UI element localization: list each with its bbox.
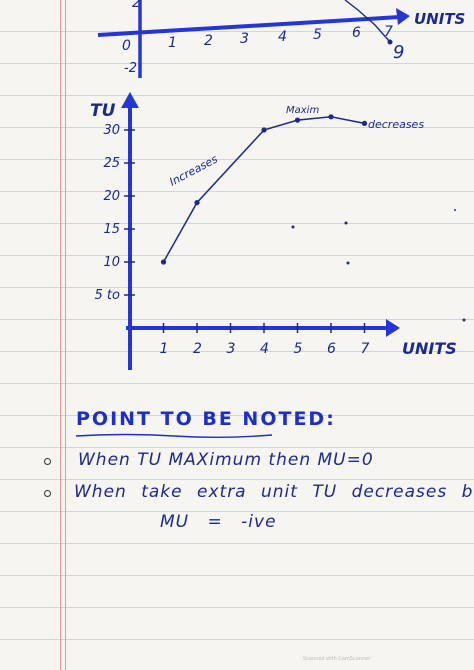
footer-watermark: Scanned with CamScanner: [303, 656, 371, 662]
top-chart: 2 -2 0 1 2 3 4 5 6 7 9 UNITS: [97, 0, 465, 78]
top-tick-label: 3: [240, 31, 249, 47]
annotation-increases: Increases: [167, 152, 220, 188]
tu-point: [160, 259, 167, 265]
top-tick-label: 2: [204, 33, 213, 49]
y-axis-label: TU: [90, 101, 116, 121]
y-tick-label: 15: [103, 222, 120, 237]
x-tick-label: 1: [160, 341, 169, 357]
stray-dot: [344, 221, 348, 225]
main-chart: 1 2 3 4 5 6 7 5 to 10 15 20 25 30 TU UNITS Increases…: [90, 92, 466, 370]
tu-point: [194, 200, 200, 206]
stray-dot: [462, 318, 466, 322]
tu-point: [261, 127, 267, 133]
x-tick-label: 7: [361, 341, 370, 357]
margin-line: [65, 0, 67, 670]
annotation-decreases: decreases: [368, 118, 424, 131]
main-chart-series: [160, 114, 368, 265]
top-y-tick-label: 2: [132, 0, 140, 11]
bullet-icon: [44, 458, 51, 465]
top-chart-arrow-icon: [396, 8, 410, 25]
top-chart-x-axis: [97, 15, 401, 37]
y-axis-arrow-icon: [121, 92, 139, 108]
top-marker-label: 9: [393, 42, 404, 63]
bullet-icon: [44, 490, 51, 497]
y-tick-label: 20: [103, 189, 120, 204]
annotation-maxim: Maxim: [286, 105, 319, 116]
note-item: When TU MAXimum then MU=0: [78, 450, 374, 470]
x-tick-label: 2: [193, 341, 202, 357]
top-chart-curve: [344, 0, 391, 43]
stray-dot: [291, 225, 295, 229]
top-tick-label: 7: [384, 24, 393, 40]
x-tick-label: 3: [227, 341, 236, 357]
margin-line: [60, 0, 62, 670]
top-chart-point: [387, 39, 393, 45]
main-chart-axes: [121, 92, 400, 370]
top-tick-label: 1: [168, 35, 177, 51]
tu-point: [294, 117, 301, 123]
top-tick-label: 4: [278, 29, 287, 45]
stray-dot: [346, 261, 350, 265]
tu-point: [361, 120, 368, 126]
top-tick-label: 0: [122, 38, 131, 54]
top-tick-label: 5: [313, 27, 322, 43]
x-axis-label: UNITS: [402, 339, 457, 358]
y-tick-label: 30: [103, 123, 120, 138]
y-tick-label: 5 to: [95, 288, 121, 303]
top-x-axis-label: UNITS: [414, 10, 465, 28]
x-tick-label: 6: [327, 341, 336, 357]
y-tick-label: 25: [103, 156, 120, 171]
x-tick-label: 5: [294, 341, 303, 357]
top-tick-label: 6: [352, 25, 361, 41]
main-chart-ticks: 1 2 3 4 5 6 7 5 to 10 15 20 25 30: [95, 123, 370, 357]
heading-underline: [75, 433, 273, 438]
notes-heading: POINT TO BE NOTED:: [76, 408, 336, 430]
note-item: When take extra unit TU decreases but: [74, 482, 474, 502]
x-tick-label: 4: [260, 341, 269, 357]
x-axis-arrow-icon: [386, 319, 400, 337]
top-y-tick-label: -2: [124, 61, 137, 76]
note-continuation: MU = -ive: [160, 512, 277, 532]
tu-point: [328, 114, 334, 120]
tu-line: [162, 116, 365, 263]
y-tick-label: 10: [103, 255, 120, 270]
stray-dot: [454, 209, 456, 211]
